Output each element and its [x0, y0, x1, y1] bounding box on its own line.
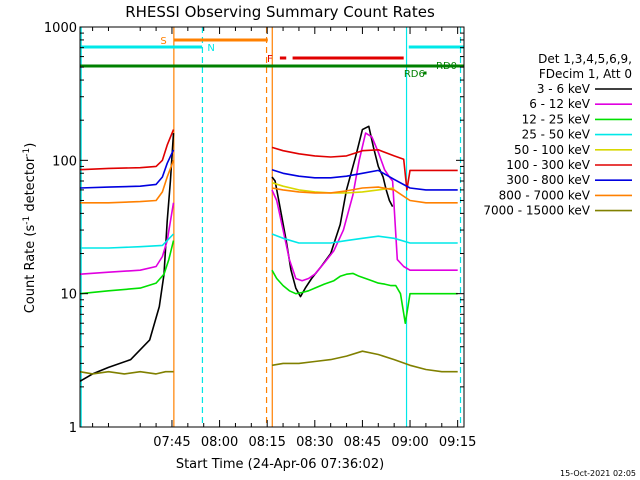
x-tick-label: 09:00: [391, 435, 428, 450]
series-6-12-kev-seg-2: [271, 132, 458, 282]
series-25-50-kev-seg-1: [79, 233, 175, 249]
y-axis-label-sup2: -1: [22, 148, 32, 157]
series-100-300-kev-seg-1: [79, 129, 175, 171]
timestamp: 15-Oct-2021 02:05: [560, 469, 636, 478]
series-3-6-kev-seg-1: [79, 133, 175, 382]
series-12-25-kev-seg-1: [79, 240, 175, 295]
x-tick-label: 09:15: [439, 435, 476, 450]
legend-label-6-12-kev: 6 - 12 keV: [529, 97, 591, 111]
series-lines: [79, 125, 458, 382]
legend-header-line-2: FDecim 1, Att 0: [539, 67, 632, 81]
legend-label-50-100-kev: 50 - 100 keV: [514, 143, 591, 157]
y-axis-label-tail: detector: [23, 156, 38, 216]
legend-label-100-300-kev: 100 - 300 keV: [506, 158, 590, 172]
series-800-7000-kev-seg-2: [271, 186, 458, 204]
state-label-rd6: RD6: [404, 69, 425, 80]
state-label-s: S: [160, 36, 166, 47]
series-7000-15000-kev-seg-1: [79, 370, 174, 375]
x-tick-label: 08:15: [248, 435, 285, 450]
legend-header-line-1: Det 1,3,4,5,6,9,: [538, 52, 632, 66]
x-tick-label: 07:45: [153, 435, 190, 450]
y-axis-label: Count Rate (s-1 detector-1): [22, 143, 38, 314]
axes: 07:45 08:00 08:15 08:30 08:45 09:00 09:15 1 10 10…: [44, 21, 476, 450]
series-25-50-kev-seg-2: [271, 233, 458, 244]
series-300-800-kev-seg-1: [79, 149, 175, 189]
legend: Det 1,3,4,5,6,9, FDecim 1, Att 0 3 - 6 k…: [483, 52, 632, 218]
legend-label-12-25-kev: 12 - 25 keV: [522, 112, 591, 126]
state-label-rd0: RD0: [436, 61, 457, 72]
y-axis-label-sup1: -1: [22, 216, 32, 225]
plot-frame: [79, 26, 465, 428]
series-300-800-kev-seg-2: [271, 168, 458, 191]
y-axis-label-main: Count Rate (s: [23, 225, 38, 314]
state-label-f: F: [267, 54, 273, 65]
x-axis-label: Start Time (24-Apr-06 07:36:02): [176, 457, 384, 472]
y-tick-label: 100: [52, 154, 77, 169]
state-bars: S N F RD0 RD6: [79, 36, 464, 80]
legend-label-800-7000-kev: 800 - 7000 keV: [499, 188, 591, 202]
chart-title: RHESSI Observing Summary Count Rates: [125, 3, 435, 21]
legend-label-3-6-kev: 3 - 6 keV: [537, 82, 591, 96]
series-100-300-kev-seg-2: [271, 146, 458, 191]
legend-label-300-800-kev: 300 - 800 keV: [506, 173, 590, 187]
series-7000-15000-kev-seg-2: [271, 350, 458, 373]
state-label-n: N: [207, 43, 214, 54]
legend-label-25-50-kev: 25 - 50 keV: [522, 128, 591, 142]
y-axis-label-close: ): [23, 143, 38, 148]
series-800-7000-kev-seg-1: [79, 160, 175, 204]
x-tick-label: 08:00: [201, 435, 238, 450]
y-tick-label: 1: [69, 421, 77, 436]
legend-label-7000-15000-kev: 7000 - 15000 keV: [483, 204, 590, 218]
series-12-25-kev-seg-2: [271, 269, 458, 325]
y-tick-label: 10: [60, 288, 77, 303]
vertical-markers: [80, 27, 462, 427]
x-tick-label: 08:30: [296, 435, 333, 450]
y-tick-label: 1000: [44, 21, 77, 36]
x-tick-label: 08:45: [344, 435, 381, 450]
